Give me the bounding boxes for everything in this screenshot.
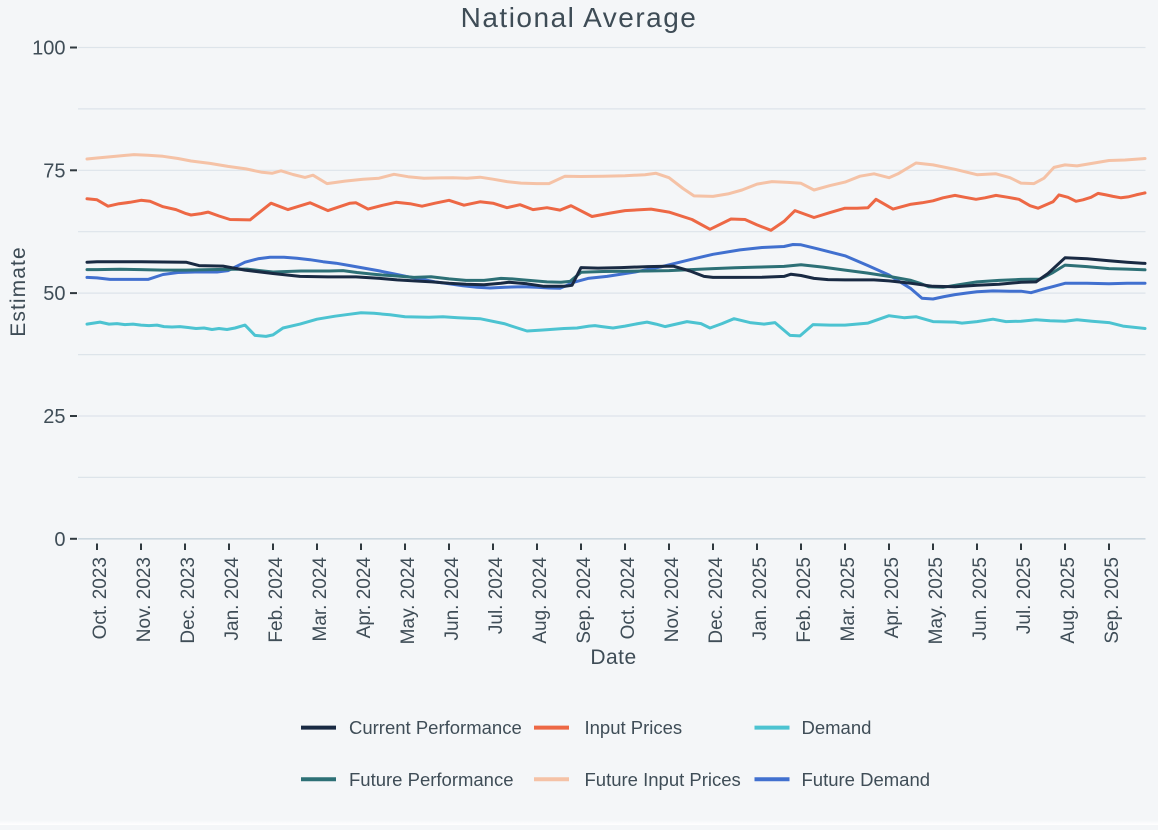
svg-text:100: 100: [32, 38, 65, 60]
svg-text:Nov. 2024: Nov. 2024: [662, 557, 683, 643]
svg-text:25: 25: [43, 406, 65, 428]
svg-text:Mar. 2025: Mar. 2025: [838, 557, 859, 642]
svg-text:Feb. 2024: Feb. 2024: [266, 557, 287, 643]
svg-text:Current Performance: Current Performance: [349, 717, 522, 738]
svg-text:Mar. 2024: Mar. 2024: [310, 557, 331, 642]
svg-text:Future Demand: Future Demand: [802, 769, 931, 790]
svg-text:Dec. 2023: Dec. 2023: [178, 557, 199, 644]
svg-text:Oct. 2023: Oct. 2023: [90, 557, 111, 639]
svg-text:Jul. 2024: Jul. 2024: [486, 557, 507, 635]
svg-text:Apr. 2025: Apr. 2025: [882, 557, 903, 638]
svg-text:75: 75: [43, 160, 65, 182]
svg-text:Apr. 2024: Apr. 2024: [354, 557, 375, 639]
svg-text:Jul. 2025: Jul. 2025: [1014, 557, 1035, 634]
svg-text:Date: Date: [590, 646, 636, 669]
svg-text:Demand: Demand: [802, 717, 872, 738]
svg-text:Jun. 2024: Jun. 2024: [442, 557, 463, 641]
svg-text:Aug. 2024: Aug. 2024: [530, 557, 551, 644]
svg-text:Sep. 2025: Sep. 2025: [1102, 557, 1123, 644]
svg-text:Aug. 2025: Aug. 2025: [1058, 557, 1079, 644]
svg-text:Jan. 2025: Jan. 2025: [750, 557, 771, 640]
svg-text:Future Input Prices: Future Input Prices: [585, 769, 741, 790]
svg-text:Future Performance: Future Performance: [349, 769, 514, 790]
svg-text:Jan. 2024: Jan. 2024: [222, 557, 243, 641]
svg-text:May. 2024: May. 2024: [398, 557, 419, 645]
svg-text:Nov. 2023: Nov. 2023: [134, 557, 155, 642]
svg-text:Sep. 2024: Sep. 2024: [574, 557, 595, 644]
svg-text:Input Prices: Input Prices: [585, 717, 683, 738]
svg-text:Oct. 2024: Oct. 2024: [618, 557, 639, 640]
svg-text:Estimate: Estimate: [7, 246, 30, 337]
svg-text:0: 0: [54, 529, 65, 551]
svg-text:Jun. 2025: Jun. 2025: [970, 557, 991, 640]
svg-text:Dec. 2024: Dec. 2024: [706, 557, 727, 644]
svg-text:May. 2025: May. 2025: [926, 557, 947, 644]
svg-text:Feb. 2025: Feb. 2025: [794, 557, 815, 643]
svg-text:National Average: National Average: [461, 2, 698, 33]
svg-text:50: 50: [43, 283, 65, 305]
